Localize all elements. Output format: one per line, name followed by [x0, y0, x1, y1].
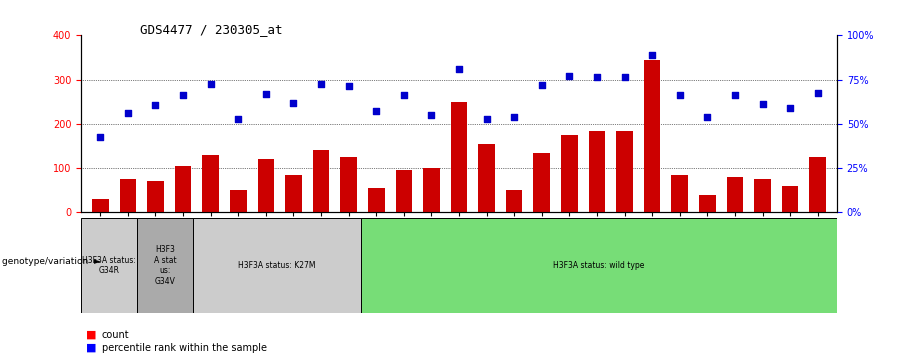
Point [700, 114, 715, 120]
Bar [699, 195, 716, 212]
Bar [616, 131, 633, 212]
Bar [423, 168, 440, 212]
Text: percentile rank within the sample: percentile rank within the sample [102, 343, 266, 353]
Point [258, 91, 273, 97]
Bar [137, 218, 193, 313]
Bar [120, 179, 136, 212]
Bar [361, 218, 837, 313]
Bar [285, 175, 302, 212]
Point [672, 92, 687, 98]
Text: H3F3A status: K27M: H3F3A status: K27M [238, 261, 316, 270]
Point [728, 92, 742, 98]
Point [452, 66, 466, 72]
Text: ■: ■ [86, 330, 96, 339]
Bar [561, 135, 578, 212]
Text: count: count [102, 330, 130, 339]
Text: ■: ■ [86, 343, 96, 353]
Point [811, 90, 825, 96]
Point [783, 105, 797, 111]
Bar [92, 199, 109, 212]
Bar [175, 166, 192, 212]
Bar [782, 186, 798, 212]
Point [93, 135, 107, 140]
Point [507, 114, 521, 120]
Bar [230, 190, 247, 212]
Point [231, 117, 246, 122]
Point [590, 75, 604, 80]
Point [645, 52, 660, 58]
Point [314, 81, 328, 87]
Bar [81, 218, 137, 313]
Text: GDS4477 / 230305_at: GDS4477 / 230305_at [140, 23, 282, 36]
Text: H3F3
A stat
us:
G34V: H3F3 A stat us: G34V [154, 245, 176, 286]
Point [286, 100, 301, 105]
Point [535, 82, 549, 88]
Bar [148, 181, 164, 212]
Bar [395, 170, 412, 212]
Bar [478, 144, 495, 212]
Bar [809, 157, 826, 212]
Point [424, 112, 438, 118]
Bar [193, 218, 361, 313]
Bar [340, 157, 357, 212]
Bar [257, 159, 274, 212]
Bar [368, 188, 384, 212]
Bar [726, 177, 743, 212]
Text: H3F3A status: wild type: H3F3A status: wild type [554, 261, 644, 270]
Bar [451, 102, 467, 212]
Point [617, 75, 632, 80]
Point [121, 110, 135, 116]
Bar [671, 175, 688, 212]
Point [480, 117, 494, 122]
Bar [589, 131, 605, 212]
Bar [202, 155, 219, 212]
Point [176, 92, 190, 98]
Point [341, 84, 356, 89]
Point [203, 81, 218, 87]
Point [148, 102, 163, 108]
Point [397, 92, 411, 98]
Point [369, 108, 383, 113]
Point [562, 73, 577, 79]
Bar [506, 190, 523, 212]
Text: genotype/variation  ►: genotype/variation ► [2, 257, 101, 267]
Point [755, 101, 770, 107]
Bar [313, 150, 329, 212]
Bar [754, 179, 770, 212]
Bar [644, 60, 661, 212]
Bar [534, 153, 550, 212]
Text: H3F3A status:
G34R: H3F3A status: G34R [82, 256, 136, 275]
